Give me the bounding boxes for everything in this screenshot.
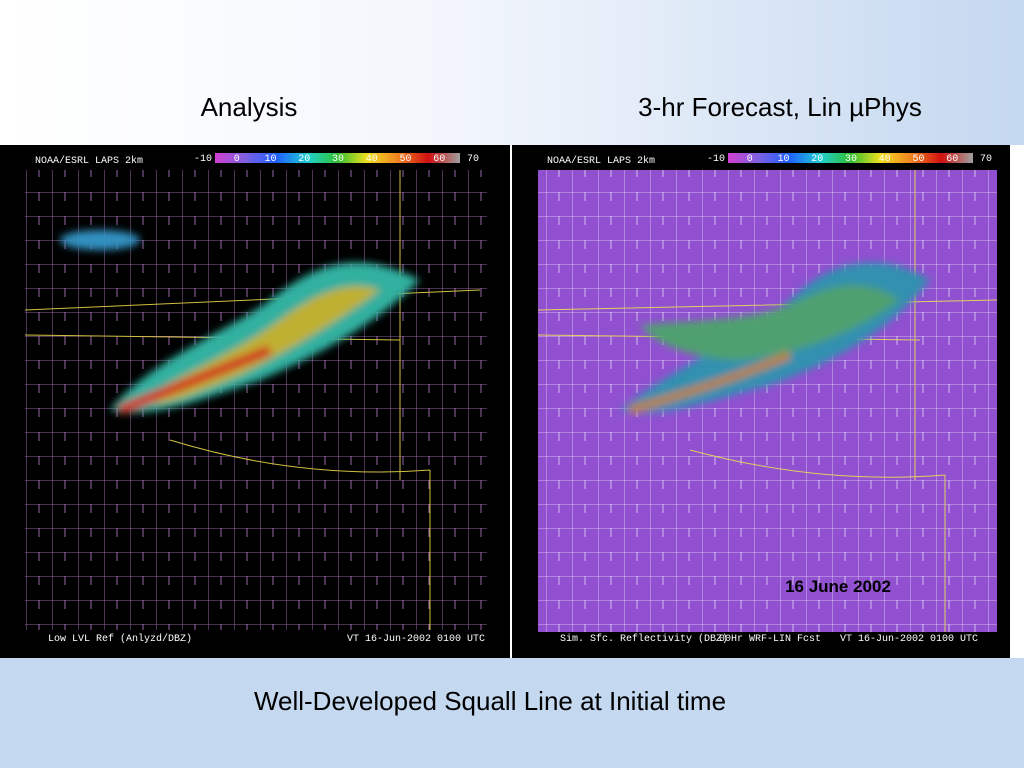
colorbar-label: 0 bbox=[747, 154, 753, 165]
colorbar-label: 70 bbox=[980, 154, 992, 165]
colorbar-label: 10 bbox=[777, 154, 789, 165]
colorbar-label: 0 bbox=[234, 154, 240, 165]
top-band bbox=[0, 0, 1024, 145]
colorbar-label: 40 bbox=[366, 154, 378, 165]
colorbar-label: 60 bbox=[433, 154, 445, 165]
date-label: 16 June 2002 bbox=[785, 577, 891, 596]
panel-header: NOAA/ESRL LAPS 2km bbox=[547, 155, 655, 167]
right-heading: 3-hr Forecast, Lin µPhys bbox=[638, 92, 922, 122]
colorbar-label: 20 bbox=[298, 154, 310, 165]
right-panel: 16 June 2002 NOAA/ESRL LAPS 2km -10 0 10 20 3… bbox=[512, 145, 1010, 658]
footer-right: VT 16-Jun-2002 0100 UTC bbox=[347, 634, 485, 645]
colorbar-label: 50 bbox=[912, 154, 924, 165]
panel-header: NOAA/ESRL LAPS 2km bbox=[35, 155, 143, 167]
colorbar-label: 70 bbox=[467, 154, 479, 165]
bottom-band bbox=[0, 658, 1024, 768]
left-heading: Analysis bbox=[201, 92, 298, 122]
colorbar-label: 10 bbox=[264, 154, 276, 165]
left-panel: NOAA/ESRL LAPS 2km -10 0 10 20 30 40 50 60 70 Low … bbox=[0, 145, 510, 658]
colorbar-label: 50 bbox=[399, 154, 411, 165]
colorbar-label: 60 bbox=[946, 154, 958, 165]
colorbar-label: -10 bbox=[707, 154, 725, 165]
colorbar bbox=[215, 153, 460, 163]
colorbar-label: 30 bbox=[332, 154, 344, 165]
caption: Well-Developed Squall Line at Initial ti… bbox=[254, 686, 726, 716]
colorbar-label: 20 bbox=[811, 154, 823, 165]
colorbar bbox=[728, 153, 973, 163]
footer-mid: 00Hr WRF-LIN Fcst bbox=[719, 634, 821, 645]
colorbar-label: -10 bbox=[194, 154, 212, 165]
colorbar-label: 40 bbox=[879, 154, 891, 165]
footer-left: Sim. Sfc. Reflectivity (DBZ) bbox=[560, 633, 728, 645]
footer-right: VT 16-Jun-2002 0100 UTC bbox=[840, 634, 978, 645]
footer-left: Low LVL Ref (Anlyzd/DBZ) bbox=[48, 633, 192, 645]
colorbar-label: 30 bbox=[845, 154, 857, 165]
